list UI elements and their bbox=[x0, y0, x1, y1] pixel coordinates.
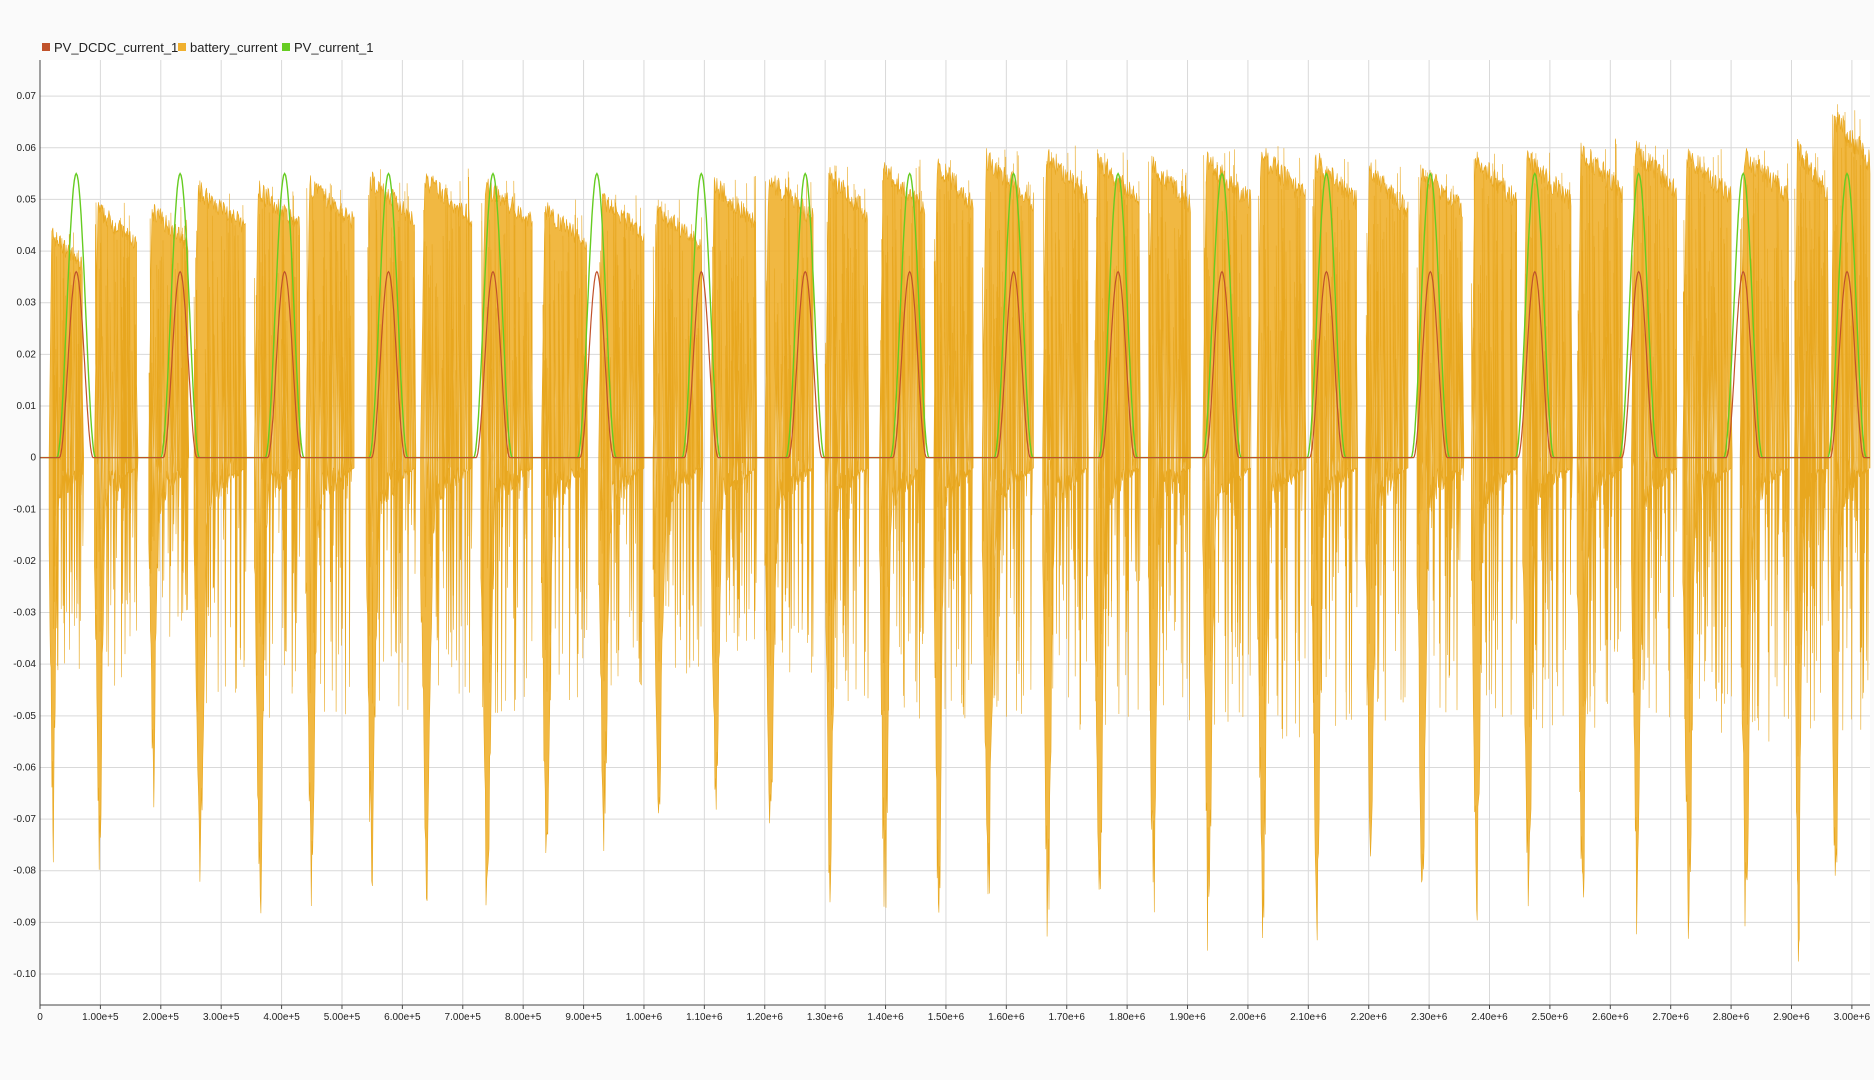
x-tick-label: 2.00e+5 bbox=[143, 1012, 180, 1023]
x-tick-label: 1.60e+6 bbox=[988, 1012, 1025, 1023]
x-tick-label: 8.00e+5 bbox=[505, 1012, 542, 1023]
x-axis: 0 1.00e+5 2.00e+5 3.00e+5 4.00e+5 5.00e+5 6.00… bbox=[37, 1005, 1871, 1023]
x-tick-label: 7.00e+5 bbox=[445, 1012, 482, 1023]
x-tick-label: 2.20e+6 bbox=[1350, 1012, 1387, 1023]
legend-label-pv-current: PV_current_1 bbox=[294, 40, 374, 55]
x-tick-label: 6.00e+5 bbox=[384, 1012, 421, 1023]
y-tick-label: -0.10 bbox=[13, 969, 36, 980]
x-tick-label: 3.00e+5 bbox=[203, 1012, 240, 1023]
x-tick-label: 2.50e+6 bbox=[1532, 1012, 1569, 1023]
y-tick-label: -0.07 bbox=[13, 814, 36, 825]
x-tick-label: 1.70e+6 bbox=[1049, 1012, 1086, 1023]
y-tick-label: 0.06 bbox=[17, 143, 37, 154]
legend-item-battery-current[interactable]: battery_current bbox=[178, 40, 278, 55]
x-tick-label: 1.10e+6 bbox=[686, 1012, 723, 1023]
legend-swatch-battery-current bbox=[178, 43, 186, 51]
x-tick-label: 2.40e+6 bbox=[1471, 1012, 1508, 1023]
y-tick-label: 0.07 bbox=[17, 91, 37, 102]
y-tick-label: -0.09 bbox=[13, 917, 36, 928]
y-tick-label: -0.02 bbox=[13, 556, 36, 567]
y-tick-label: -0.08 bbox=[13, 866, 36, 877]
legend-item-pv-dcdc-current[interactable]: PV_DCDC_current_1 bbox=[42, 40, 178, 55]
y-tick-label: -0.03 bbox=[13, 608, 36, 619]
y-tick-label: -0.01 bbox=[13, 504, 36, 515]
legend-swatch-pv-dcdc-current bbox=[42, 43, 50, 51]
x-tick-label: 2.00e+6 bbox=[1230, 1012, 1267, 1023]
y-tick-label: 0.03 bbox=[17, 298, 37, 309]
y-tick-label: 0.02 bbox=[17, 349, 37, 360]
y-tick-label: -0.05 bbox=[13, 711, 36, 722]
x-tick-label: 2.30e+6 bbox=[1411, 1012, 1448, 1023]
legend-swatch-pv-current bbox=[282, 43, 290, 51]
series-battery-current bbox=[48, 104, 1871, 962]
y-tick-label: 0.05 bbox=[17, 194, 37, 205]
x-tick-label: 4.00e+5 bbox=[263, 1012, 300, 1023]
x-tick-label: 2.10e+6 bbox=[1290, 1012, 1327, 1023]
plot-area: 0 1.00e+5 2.00e+5 3.00e+5 4.00e+5 5.00e+5 6.00… bbox=[13, 60, 1871, 1023]
x-tick-label: 2.60e+6 bbox=[1592, 1012, 1629, 1023]
x-tick-label: 1.80e+6 bbox=[1109, 1012, 1146, 1023]
x-tick-label: 2.90e+6 bbox=[1773, 1012, 1810, 1023]
legend-label-battery-current: battery_current bbox=[190, 40, 278, 55]
series-layer bbox=[40, 104, 1871, 962]
x-tick-label: 1.20e+6 bbox=[747, 1012, 784, 1023]
y-tick-label: 0 bbox=[30, 453, 36, 464]
y-tick-label: -0.06 bbox=[13, 762, 36, 773]
x-tick-label: 1.50e+6 bbox=[928, 1012, 965, 1023]
x-tick-label: 1.30e+6 bbox=[807, 1012, 844, 1023]
legend-label-pv-dcdc-current: PV_DCDC_current_1 bbox=[54, 40, 178, 55]
x-tick-label: 5.00e+5 bbox=[324, 1012, 361, 1023]
x-tick-label: 3.00e+6 bbox=[1834, 1012, 1871, 1023]
x-tick-label: 1.00e+6 bbox=[626, 1012, 663, 1023]
x-tick-label: 0 bbox=[37, 1012, 43, 1023]
y-tick-label: 0.01 bbox=[17, 401, 37, 412]
x-tick-label: 9.00e+5 bbox=[565, 1012, 602, 1023]
x-tick-label: 2.70e+6 bbox=[1652, 1012, 1689, 1023]
legend-item-pv-current[interactable]: PV_current_1 bbox=[282, 40, 374, 55]
x-tick-label: 1.00e+5 bbox=[82, 1012, 119, 1023]
legend: PV_DCDC_current_1 battery_current PV_cur… bbox=[42, 40, 374, 55]
y-axis: 0.07 0.06 0.05 0.04 0.03 0.02 0.01 0 -0.01 -0.02 -… bbox=[13, 91, 36, 980]
series-pv-dcdc-current bbox=[40, 270, 1870, 459]
x-tick-label: 2.80e+6 bbox=[1713, 1012, 1750, 1023]
y-tick-label: 0.04 bbox=[17, 246, 37, 257]
x-tick-label: 1.40e+6 bbox=[867, 1012, 904, 1023]
y-tick-label: -0.04 bbox=[13, 659, 36, 670]
x-tick-label: 1.90e+6 bbox=[1169, 1012, 1206, 1023]
